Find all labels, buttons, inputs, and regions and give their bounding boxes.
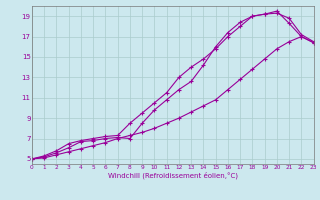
X-axis label: Windchill (Refroidissement éolien,°C): Windchill (Refroidissement éolien,°C): [108, 172, 238, 179]
